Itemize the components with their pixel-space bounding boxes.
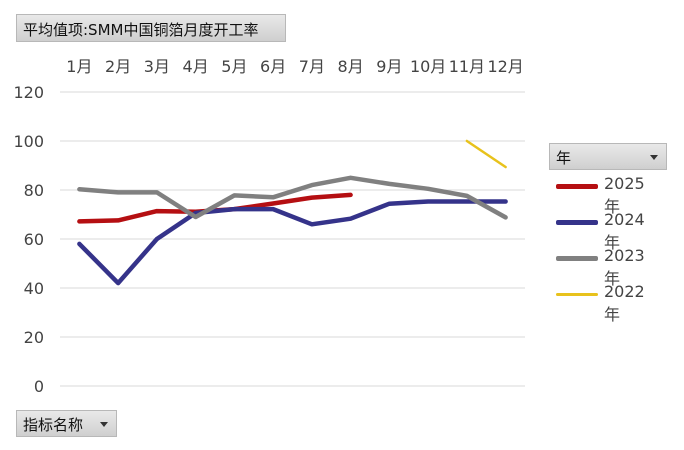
legend-label: 2023年 xyxy=(604,246,645,288)
x-tick-label: 3月 xyxy=(144,57,170,76)
series-lines xyxy=(77,139,508,286)
x-tick-label: 11月 xyxy=(449,57,485,76)
dropdown-arrow-icon xyxy=(650,155,658,160)
series-line xyxy=(77,175,508,220)
y-tick-label: 0 xyxy=(34,377,44,396)
x-tick-label: 6月 xyxy=(260,57,286,76)
legend-label: 2024年 xyxy=(604,210,645,252)
y-tick-label: 60 xyxy=(24,230,44,249)
x-tick-label: 7月 xyxy=(299,57,325,76)
legend-swatch xyxy=(556,293,598,296)
series-line xyxy=(77,199,508,286)
y-tick-label: 120 xyxy=(13,83,44,102)
year-filter-button[interactable]: 年 xyxy=(549,143,667,170)
series-line xyxy=(465,139,507,169)
legend-label: 2022年 xyxy=(604,282,645,324)
indicator-field-label: 指标名称 xyxy=(23,416,84,434)
x-tick-label: 1月 xyxy=(66,57,92,76)
x-tick-label: 8月 xyxy=(338,57,364,76)
x-tick-label: 4月 xyxy=(183,57,209,76)
dropdown-arrow-icon xyxy=(100,422,108,427)
gridlines xyxy=(60,91,525,387)
x-tick-label: 12月 xyxy=(487,57,523,76)
x-tick-label: 2月 xyxy=(105,57,131,76)
x-tick-label: 10月 xyxy=(410,57,446,76)
legend-label: 2025年 xyxy=(604,174,645,216)
y-tick-label: 100 xyxy=(13,132,44,151)
legend-swatch xyxy=(556,184,598,189)
year-filter-label: 年 xyxy=(556,149,572,167)
legend-swatch xyxy=(556,256,598,261)
y-axis-ticks: 0 20 40 60 80 100 120 xyxy=(13,83,44,396)
value-field-button[interactable]: 平均值项:SMM中国铜箔月度开工率 xyxy=(16,14,286,42)
y-tick-label: 20 xyxy=(24,328,44,347)
indicator-field-button[interactable]: 指标名称 xyxy=(16,410,117,437)
x-tick-label: 9月 xyxy=(376,57,402,76)
value-field-label: 平均值项:SMM中国铜箔月度开工率 xyxy=(23,21,259,39)
x-axis-ticks: 1月 2月 3月 4月 5月 6月 7月 8月 9月 10月 11月 12月 xyxy=(66,57,524,76)
y-tick-label: 40 xyxy=(24,279,44,298)
legend-swatch xyxy=(556,220,598,225)
x-tick-label: 5月 xyxy=(221,57,247,76)
y-tick-label: 80 xyxy=(24,181,44,200)
